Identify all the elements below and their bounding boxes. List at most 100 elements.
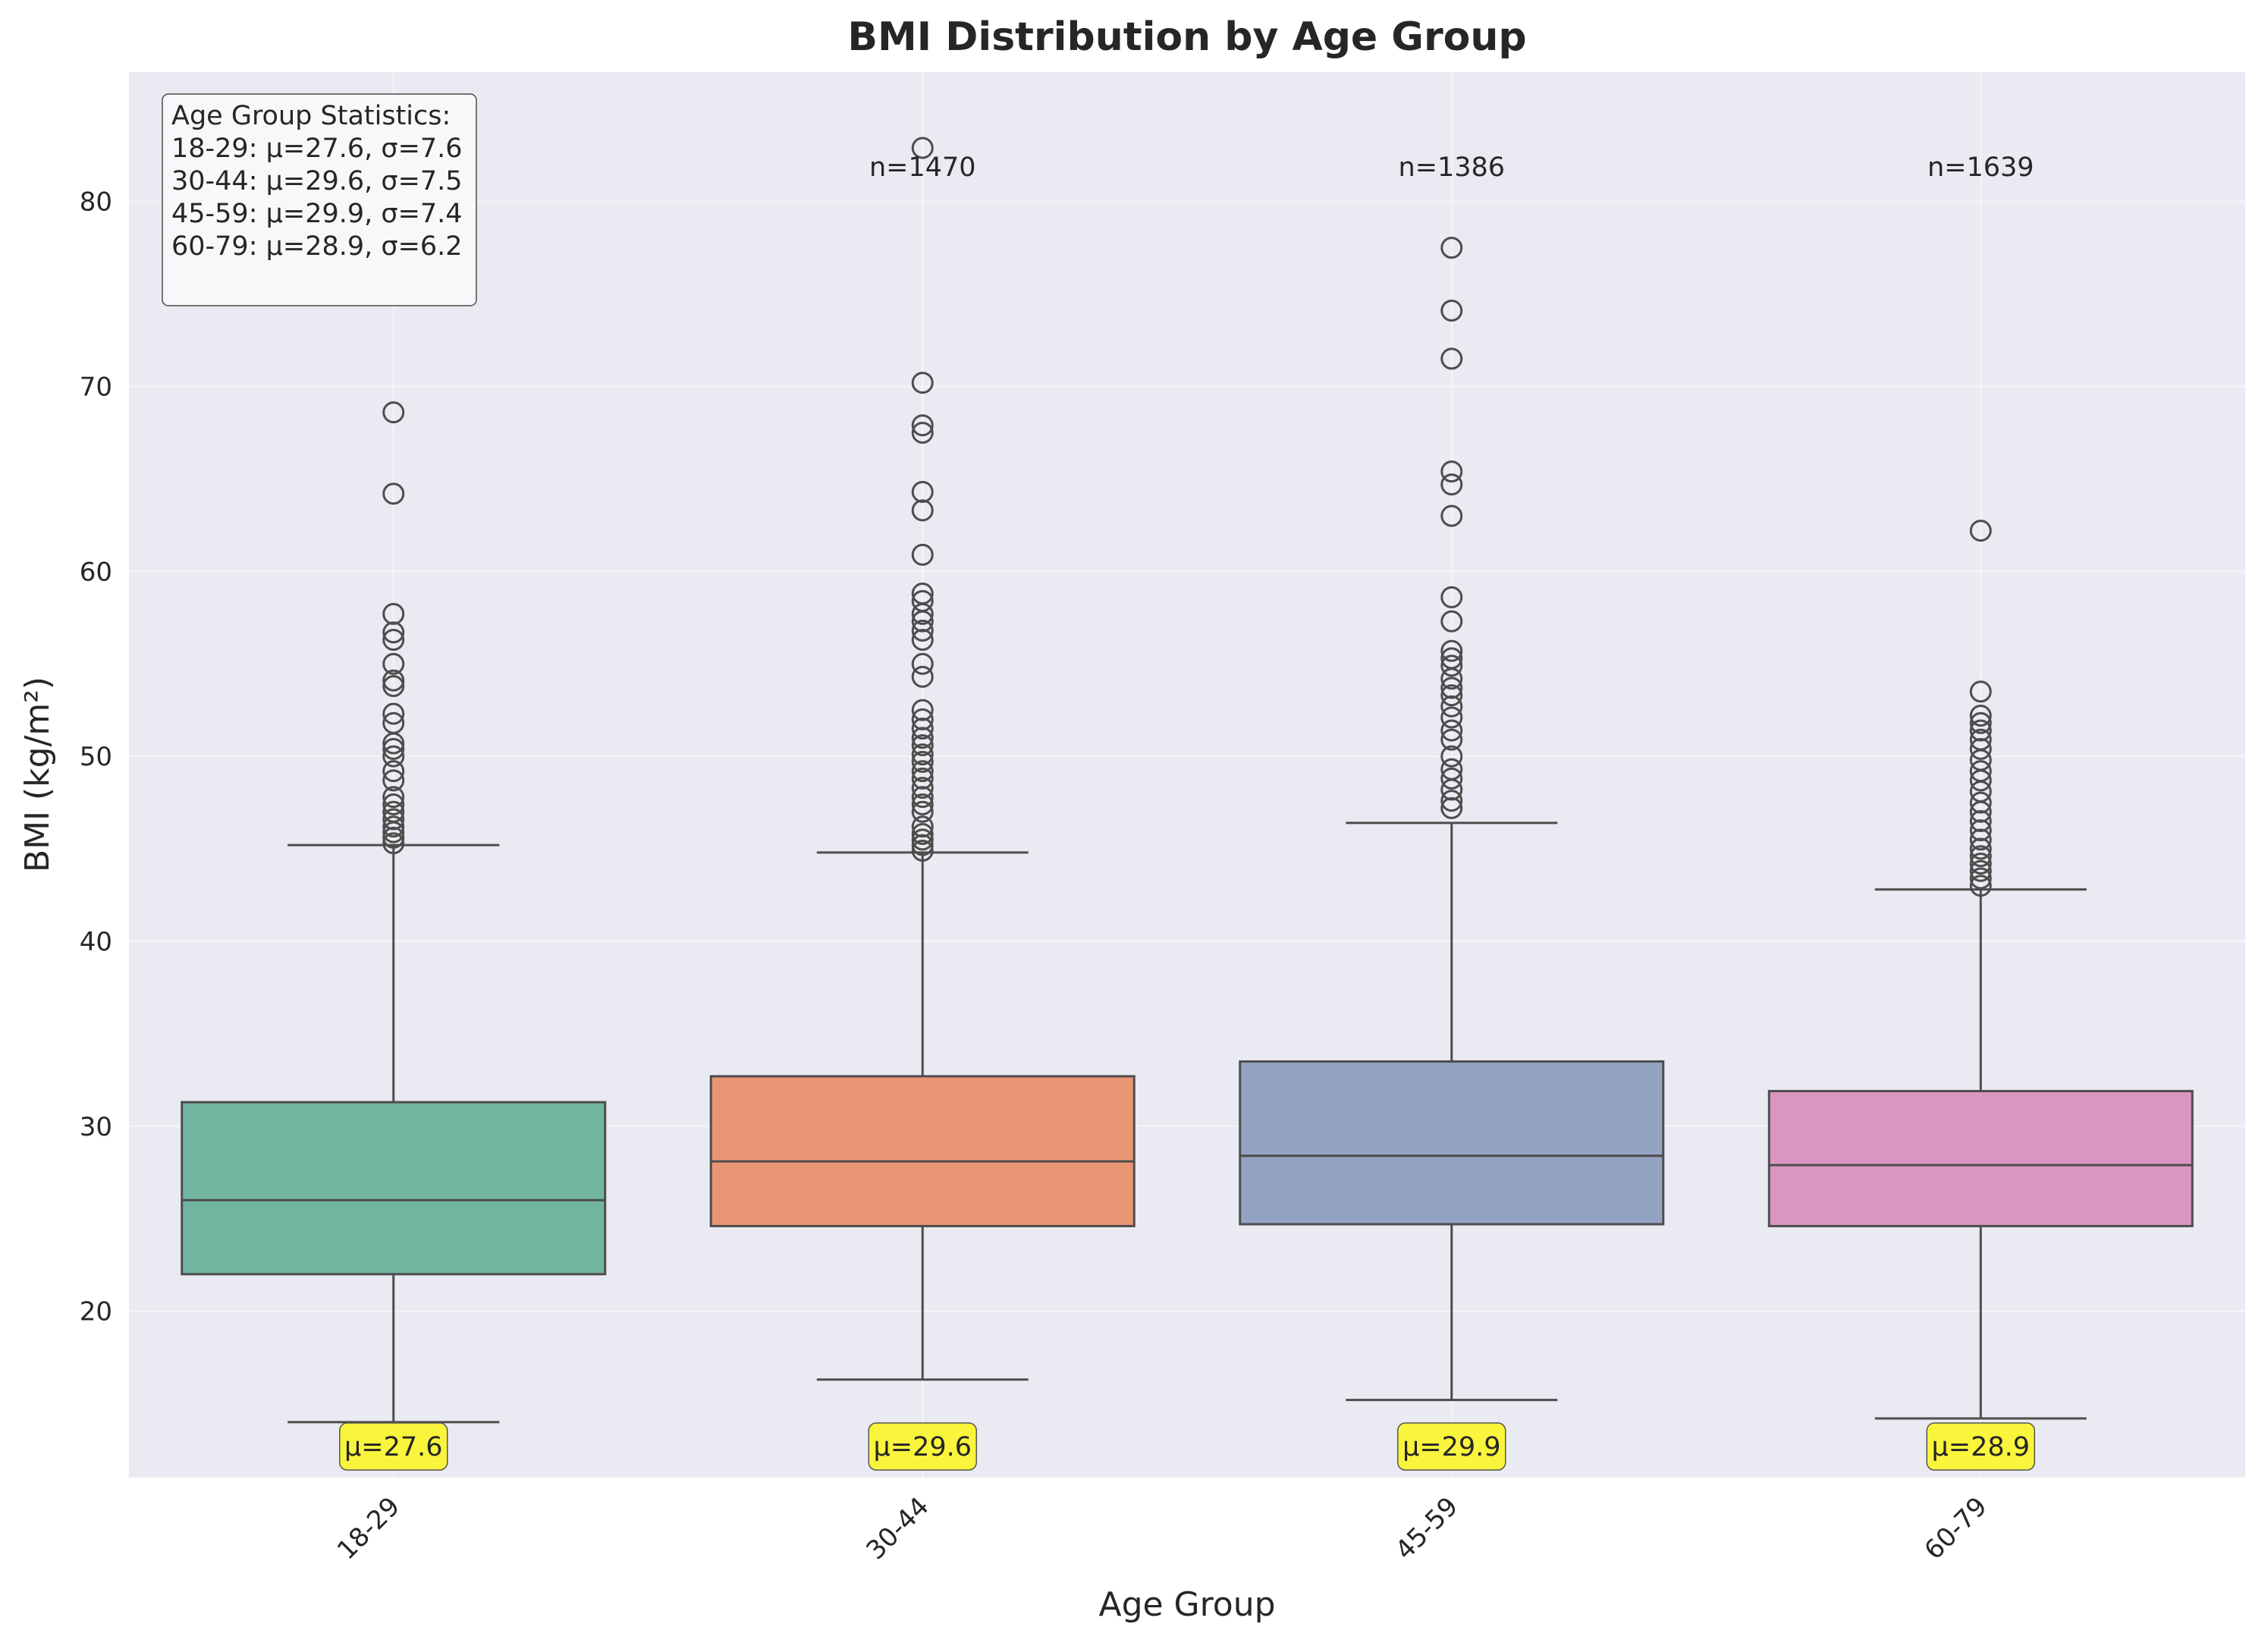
outlier-point [382, 737, 405, 760]
outlier-point [382, 401, 405, 424]
outlier-point [1440, 347, 1463, 370]
outlier-point [911, 793, 934, 816]
outlier-point [382, 826, 405, 849]
mean-label-30-44: μ=29.6 [873, 1432, 972, 1462]
outlier-point [911, 750, 934, 773]
outlier-point [1440, 728, 1463, 751]
outlier-point [911, 828, 934, 851]
outlier-point [1969, 819, 1992, 842]
n-label-45-59: n=1386 [1398, 152, 1505, 183]
mean-badge-18-29 [339, 1422, 448, 1471]
outlier-point [382, 669, 405, 692]
outlier-point [1440, 504, 1463, 527]
iqr-box [709, 1075, 1136, 1227]
outlier-point [1969, 859, 1992, 882]
outlier-point [382, 800, 405, 823]
stats-box-heading: Age Group Statistics: [171, 101, 451, 131]
stats-box-line-18-29: 18-29: μ=27.6, σ=7.6 [171, 134, 463, 164]
iqr-box [1767, 1089, 2194, 1227]
y-tick-label: 60 [80, 557, 112, 587]
outlier-point [1440, 677, 1463, 699]
outlier-point [382, 652, 405, 675]
outlier-point [1440, 460, 1463, 483]
outlier-point [382, 621, 405, 644]
outlier-point [1969, 867, 1992, 890]
x-tick-label-45-59: 45-59 [1390, 1491, 1464, 1566]
y-tick-label: 50 [80, 742, 112, 772]
box-18-29 [181, 401, 607, 1424]
y-tick-label: 70 [80, 372, 112, 402]
outlier-point [1440, 719, 1463, 742]
outlier-point [1440, 586, 1463, 608]
outlier-point [382, 815, 405, 838]
mean-label-45-59: μ=29.9 [1403, 1432, 1501, 1462]
box-60-79 [1767, 520, 2194, 1420]
outlier-point [911, 652, 934, 675]
outlier-point [1969, 520, 1992, 542]
outlier-point [911, 372, 934, 394]
outlier-point [911, 629, 934, 652]
stats-box: Age Group Statistics: 18-29: μ=27.6, σ=7… [162, 93, 477, 306]
outlier-point [382, 793, 405, 816]
outlier-point [1969, 760, 1992, 783]
outlier-point [1969, 875, 1992, 897]
mean-badge-60-79 [1926, 1422, 2035, 1471]
outlier-point [911, 421, 934, 444]
outlier-point [1440, 767, 1463, 790]
outlier-point [1969, 711, 1992, 734]
box-45-59 [1239, 237, 1665, 1402]
chart-title: BMI Distribution by Age Group [847, 14, 1526, 60]
outlier-point [1440, 237, 1463, 259]
iqr-box [181, 1101, 607, 1276]
outlier-point [911, 839, 934, 862]
mean-badge-30-44 [868, 1422, 977, 1471]
outlier-point [1440, 473, 1463, 496]
mean-label-18-29: μ=27.6 [344, 1432, 443, 1462]
stats-box-line-30-44: 30-44: μ=29.6, σ=7.5 [171, 166, 463, 196]
outlier-point [1440, 706, 1463, 729]
outlier-point [382, 629, 405, 652]
outlier-point [911, 823, 934, 846]
outlier-point [1969, 728, 1992, 751]
n-label-30-44: n=1470 [869, 152, 976, 183]
n-label-60-79: n=1639 [1927, 152, 2034, 183]
x-tick-label-30-44: 30-44 [860, 1491, 935, 1566]
outlier-point [1440, 695, 1463, 718]
y-tick-label: 20 [80, 1297, 112, 1327]
outlier-point [1440, 684, 1463, 707]
outlier-point [1969, 809, 1992, 832]
outlier-point [911, 767, 934, 790]
x-tick-label-60-79: 60-79 [1918, 1491, 1993, 1566]
outlier-point [382, 745, 405, 768]
outlier-point [1969, 680, 1992, 703]
outlier-point [1969, 791, 1992, 814]
outlier-point [911, 718, 934, 740]
outlier-point [911, 583, 934, 605]
outlier-point [382, 711, 405, 734]
outlier-point [1440, 745, 1463, 768]
x-tick-label-18-29: 18-29 [331, 1491, 406, 1566]
outlier-point [382, 674, 405, 697]
outlier-point [911, 733, 934, 756]
outlier-point [1440, 655, 1463, 677]
outlier-point [911, 743, 934, 766]
outlier-point [382, 602, 405, 625]
outlier-point [1969, 704, 1992, 727]
box-30-44 [709, 137, 1136, 1381]
outlier-point [911, 727, 934, 749]
y-tick-label: 40 [80, 927, 112, 957]
outlier-point [382, 786, 405, 809]
outlier-point [1969, 837, 1992, 860]
outlier-point [1969, 845, 1992, 868]
y-tick-label: 80 [80, 187, 112, 218]
iqr-box [1239, 1060, 1665, 1226]
outlier-point [382, 702, 405, 725]
outlier-point [1440, 758, 1463, 781]
outlier-point [1969, 719, 1992, 742]
outlier-point [911, 786, 934, 809]
x-axis-label: Age Group [1098, 1585, 1275, 1624]
outlier-point [911, 760, 934, 783]
outlier-point [382, 482, 405, 505]
outlier-point [382, 760, 405, 783]
